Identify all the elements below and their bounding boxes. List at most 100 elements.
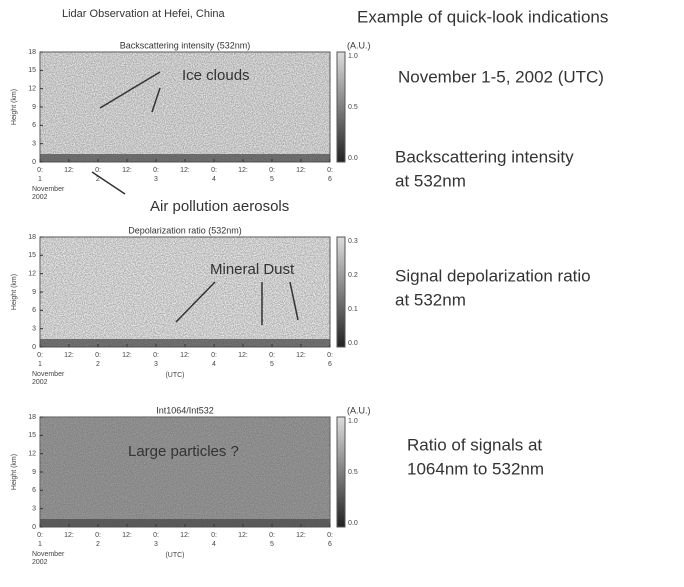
colorbar-tick-label: 0.2 [348, 272, 358, 279]
caption: Backscattering intensity [395, 147, 574, 166]
x-day-label: 5 [270, 176, 274, 183]
x-tick-label: 12: [64, 352, 74, 359]
y-tick-label: 12 [28, 271, 36, 278]
x-tick-label: 12: [122, 167, 132, 174]
y-tick-label: 12 [28, 86, 36, 93]
caption: at 532nm [395, 171, 466, 190]
arrow [151, 87, 161, 113]
x-day-label: 6 [328, 541, 332, 548]
x-tick-label: 12: [64, 167, 74, 174]
x-day-label: 5 [270, 541, 274, 548]
unit: (A.U.) [347, 405, 371, 415]
annotation: Ice clouds [182, 67, 250, 84]
annotation: Air pollution aerosols [150, 198, 289, 215]
colorbar [336, 236, 346, 348]
y-tick-label: 12 [28, 451, 36, 458]
x-day-label: 3 [154, 541, 158, 548]
x-tick-label: 12: [238, 532, 248, 539]
x-tick-label: 0: [327, 352, 333, 359]
x-tick-label: 0: [269, 532, 275, 539]
y-tick-label: 15 [28, 67, 36, 74]
title-right: Example of quick-look indications [357, 7, 608, 26]
y-label: Height (km) [11, 274, 18, 310]
y-tick-label: 15 [28, 252, 36, 259]
x-day-label: 6 [328, 176, 332, 183]
ground-layer [40, 339, 330, 347]
panel-title: Depolarization ratio (532nm) [128, 225, 242, 235]
x-label: (UTC) [165, 372, 184, 379]
x-tick-label: 12: [180, 167, 190, 174]
y-tick-label: 0 [32, 159, 36, 166]
x-day-label: 4 [212, 361, 216, 368]
y-tick-label: 6 [32, 307, 36, 314]
panel-title: Backscattering intensity (532nm) [120, 40, 251, 50]
x-day-label: 3 [154, 176, 158, 183]
colorbar-tick-label: 0.0 [348, 340, 358, 347]
x-tick-label: 0: [37, 352, 43, 359]
annotation: Mineral Dust [210, 261, 295, 278]
panel-title: Int1064/Int532 [156, 405, 214, 415]
colorbar-tick-label: 0.1 [348, 306, 358, 313]
x-month: November [32, 186, 65, 193]
y-tick-label: 15 [28, 432, 36, 439]
x-day-label: 4 [212, 176, 216, 183]
colorbar-tick-label: 1.0 [348, 418, 358, 425]
colorbar-tick-label: 0.5 [348, 469, 358, 476]
y-tick-label: 3 [32, 326, 36, 333]
x-tick-label: 12: [122, 352, 132, 359]
y-tick-label: 6 [32, 122, 36, 129]
y-tick-label: 0 [32, 524, 36, 531]
plot-noise [40, 237, 330, 347]
x-label: (UTC) [165, 552, 184, 559]
y-tick-label: 18 [28, 49, 36, 56]
x-year: 2002 [32, 559, 48, 566]
y-tick-label: 9 [32, 469, 36, 476]
colorbar-tick-label: 0.5 [348, 104, 358, 111]
x-day-label: 2 [96, 541, 100, 548]
y-tick-label: 0 [32, 344, 36, 351]
x-year: 2002 [32, 194, 48, 201]
ground-layer [40, 519, 330, 527]
x-day-label: 2 [96, 176, 100, 183]
x-tick-label: 0: [37, 167, 43, 174]
x-month: November [32, 551, 65, 558]
x-tick-label: 0: [153, 352, 159, 359]
y-label: Height (km) [11, 454, 18, 490]
x-tick-label: 0: [95, 352, 101, 359]
colorbar [336, 51, 346, 163]
x-tick-label: 0: [95, 532, 101, 539]
y-tick-label: 6 [32, 487, 36, 494]
caption: 1064nm to 532nm [407, 459, 544, 478]
x-tick-label: 12: [180, 352, 190, 359]
arrow [91, 171, 126, 195]
x-tick-label: 0: [269, 167, 275, 174]
caption: Ratio of signals at [407, 435, 542, 454]
x-tick-label: 0: [211, 352, 217, 359]
x-year: 2002 [32, 379, 48, 386]
caption: Signal depolarization ratio [395, 266, 591, 285]
x-tick-label: 0: [327, 167, 333, 174]
x-tick-label: 0: [211, 532, 217, 539]
date: November 1-5, 2002 (UTC) [398, 67, 604, 86]
x-day-label: 1 [38, 176, 42, 183]
x-tick-label: 0: [95, 167, 101, 174]
x-tick-label: 0: [211, 167, 217, 174]
x-tick-label: 12: [296, 532, 306, 539]
colorbar-tick-label: 1.0 [348, 53, 358, 60]
y-tick-label: 3 [32, 506, 36, 513]
x-tick-label: 12: [122, 532, 132, 539]
x-tick-label: 0: [153, 167, 159, 174]
x-day-label: 5 [270, 361, 274, 368]
ground-layer [40, 154, 330, 162]
x-day-label: 6 [328, 361, 332, 368]
plot-noise [40, 417, 330, 527]
x-day-label: 3 [154, 361, 158, 368]
x-tick-label: 0: [327, 532, 333, 539]
x-tick-label: 0: [153, 532, 159, 539]
arrow [289, 281, 299, 321]
x-tick-label: 12: [296, 167, 306, 174]
x-tick-label: 12: [238, 352, 248, 359]
y-tick-label: 3 [32, 141, 36, 148]
